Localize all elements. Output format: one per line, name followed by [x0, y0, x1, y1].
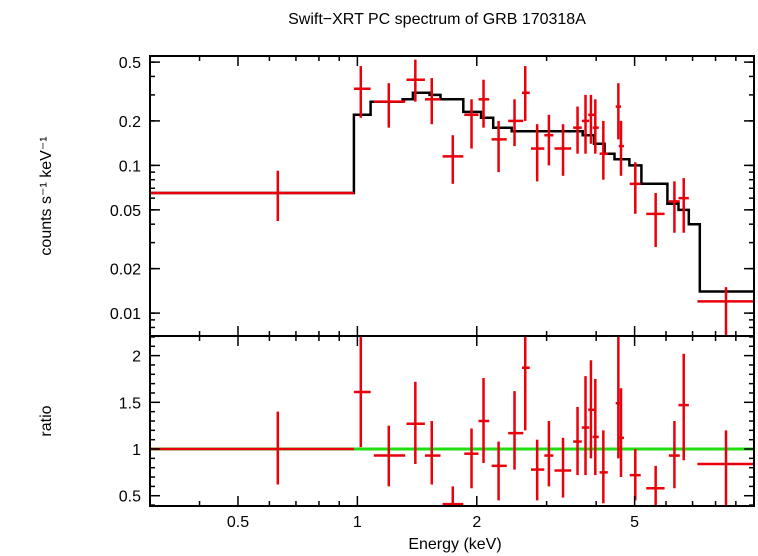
spectrum-y-tick-label: 0.02 [110, 262, 141, 279]
x-tick-label: 2 [472, 514, 481, 531]
ratio-axis-ticks: 0.5 1 2 5 2 1.5 1 0.5 [119, 336, 755, 531]
ratio-y-tick-label: 1 [132, 442, 141, 459]
model-curve [150, 91, 754, 293]
spectrum-frame [149, 55, 755, 337]
ratio-frame [149, 335, 755, 507]
ratio-y-tick-label: 2 [132, 349, 141, 366]
ratio-data-points [150, 336, 754, 506]
x-tick-label: 0.5 [227, 514, 249, 531]
model-step-line [150, 91, 754, 293]
spectrum-y-label: counts s⁻¹ keV⁻¹ [38, 136, 55, 255]
spectrum-y-tick-label: 0.05 [110, 203, 141, 220]
x-tick-label: 5 [630, 514, 639, 531]
ratio-y-tick-label: 1.5 [119, 395, 141, 412]
spectrum-y-tick-label: 0.01 [110, 306, 141, 323]
spectrum-y-tick-label: 0.1 [119, 158, 141, 175]
spectrum-y-tick-label: 0.2 [119, 114, 141, 131]
ratio-y-label: ratio [38, 405, 55, 436]
spectrum-y-tick-label: 0.5 [119, 55, 141, 72]
spectrum-panel: 0.5 0.2 0.1 0.05 0.02 0.01 counts s⁻¹ keV⁻¹ [38, 55, 755, 337]
x-axis-label: Energy (keV) [408, 536, 501, 553]
ratio-y-tick-label: 0.5 [119, 489, 141, 506]
ratio-panel: 0.5 1 2 5 2 1.5 1 0.5 ratio Energy (keV) [38, 335, 755, 553]
x-tick-label: 1 [353, 514, 362, 531]
spectrum-data-points [150, 59, 754, 336]
chart-title: Swift−XRT PC spectrum of GRB 170318A [288, 11, 586, 28]
